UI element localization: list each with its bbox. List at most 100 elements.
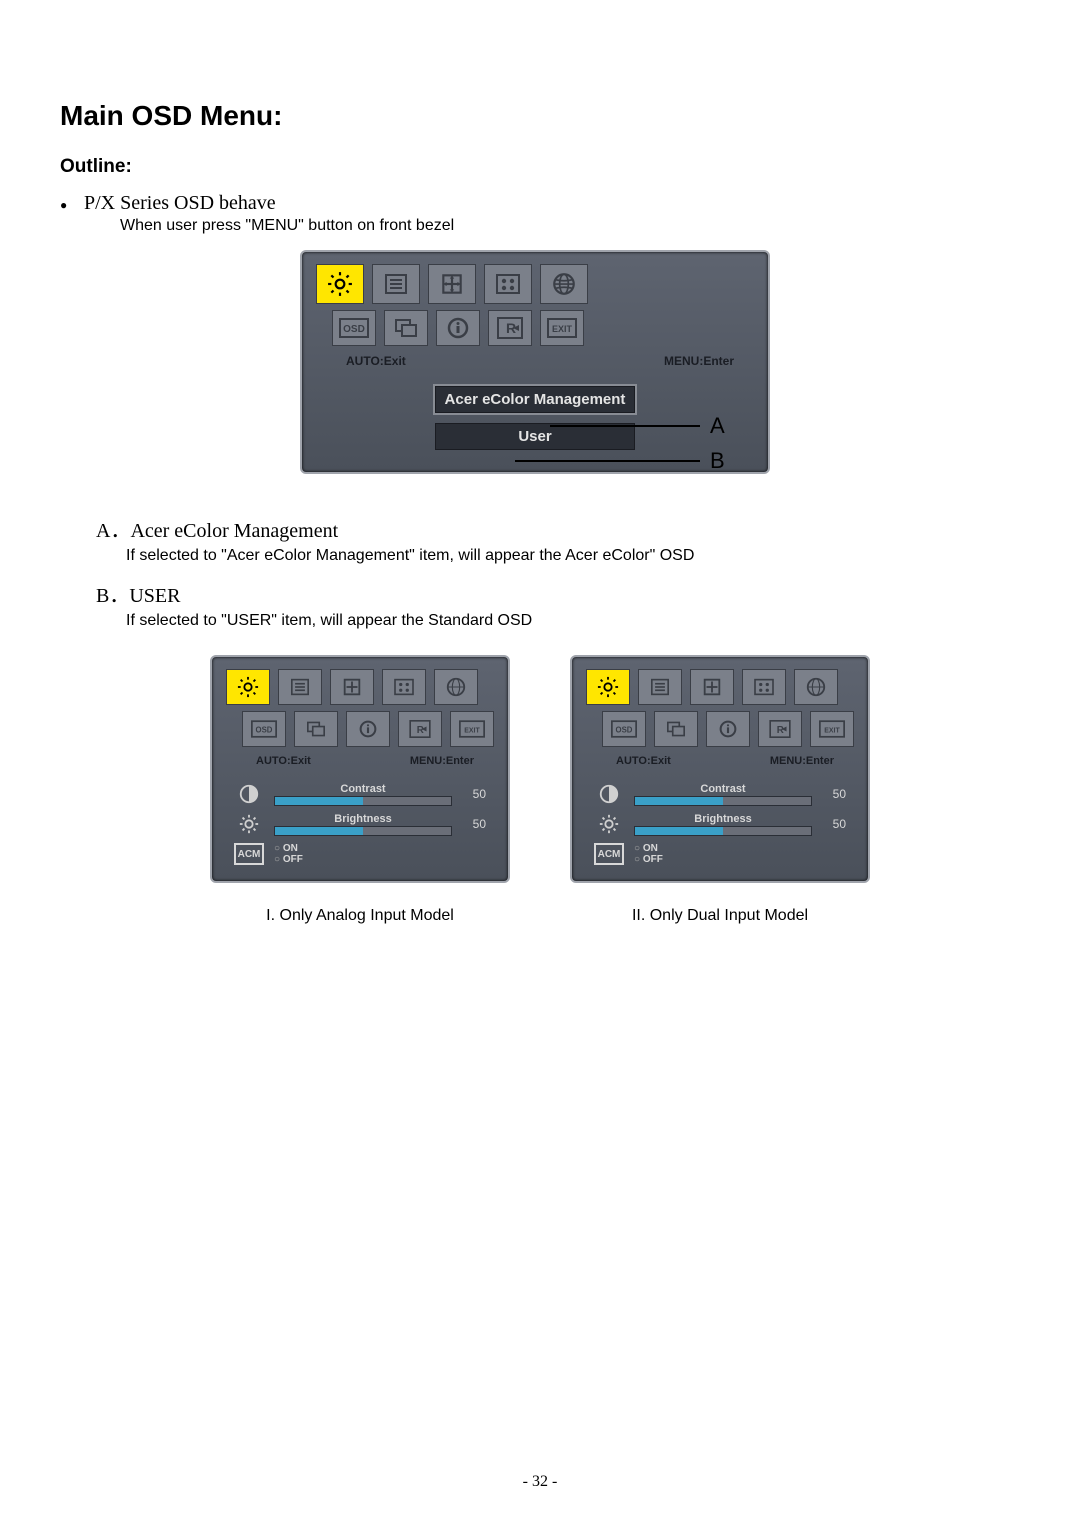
acm-on[interactable]: ON bbox=[634, 843, 663, 854]
svg-text:R: R bbox=[417, 725, 424, 736]
list-icon[interactable] bbox=[278, 669, 322, 705]
color-dots-icon[interactable] bbox=[742, 669, 786, 705]
exit-icon[interactable]: EXIT bbox=[540, 310, 584, 346]
list-icon[interactable] bbox=[638, 669, 682, 705]
svg-text:EXIT: EXIT bbox=[464, 727, 480, 734]
svg-text:EXIT: EXIT bbox=[552, 324, 573, 334]
brightness-label: Brightness bbox=[634, 813, 812, 825]
caption-analog: I. Only Analog Input Model bbox=[266, 907, 454, 925]
callout-a: A bbox=[710, 413, 725, 439]
overlap-icon[interactable] bbox=[384, 310, 428, 346]
contrast-row: Contrast 50 bbox=[226, 779, 494, 809]
position-icon[interactable] bbox=[428, 264, 476, 304]
osd-panel: OSD R EXIT AUTO:Exit MENU:Enter bbox=[300, 250, 770, 474]
callout-line-a bbox=[550, 425, 700, 427]
acm-off[interactable]: OFF bbox=[634, 854, 663, 865]
svg-text:OSD: OSD bbox=[616, 725, 633, 734]
contrast-icon bbox=[594, 781, 624, 807]
analog-osd-panel: OSD R EXIT AUTO:Exit MENU:Enter Contrast bbox=[210, 655, 510, 883]
contrast-label: Contrast bbox=[274, 783, 452, 795]
info-icon[interactable] bbox=[436, 310, 480, 346]
rplus-icon[interactable]: R bbox=[398, 711, 442, 747]
bullet-main: P/X Series OSD behave bbox=[84, 192, 276, 214]
dual-icon-row-2: OSD R EXIT bbox=[586, 711, 854, 747]
osd-text-icon[interactable]: OSD bbox=[332, 310, 376, 346]
analog-icon-row-2: OSD R EXIT bbox=[226, 711, 494, 747]
overlap-icon[interactable] bbox=[294, 711, 338, 747]
contrast-bar[interactable] bbox=[634, 796, 812, 806]
list-icon[interactable] bbox=[372, 264, 420, 304]
main-osd-figure: OSD R EXIT AUTO:Exit MENU:Enter bbox=[300, 250, 770, 474]
color-dots-icon[interactable] bbox=[484, 264, 532, 304]
acm-row: ACM ON OFF bbox=[226, 839, 494, 869]
analog-hints: AUTO:Exit MENU:Enter bbox=[226, 753, 494, 767]
osd-icon-row-2: OSD R EXIT bbox=[316, 310, 754, 346]
info-icon[interactable] bbox=[706, 711, 750, 747]
contrast-value: 50 bbox=[462, 787, 486, 801]
contrast-bar[interactable] bbox=[274, 796, 452, 806]
position-icon[interactable] bbox=[690, 669, 734, 705]
contrast-value: 50 bbox=[822, 787, 846, 801]
position-icon[interactable] bbox=[330, 669, 374, 705]
brightness-row: Brightness 50 bbox=[226, 809, 494, 839]
brightness-value: 50 bbox=[462, 817, 486, 831]
globe-icon[interactable] bbox=[540, 264, 588, 304]
osd-icon-row-1 bbox=[316, 264, 754, 304]
brightness-icon[interactable] bbox=[586, 669, 630, 705]
caption-dual: II. Only Dual Input Model bbox=[632, 907, 808, 925]
osd-text-icon[interactable]: OSD bbox=[242, 711, 286, 747]
svg-text:OSD: OSD bbox=[343, 324, 365, 335]
svg-text:OSD: OSD bbox=[256, 725, 273, 734]
osd-hints: AUTO:Exit MENU:Enter bbox=[316, 352, 754, 368]
menu-acer-ecolor[interactable]: Acer eColor Management bbox=[435, 386, 635, 413]
color-dots-icon[interactable] bbox=[382, 669, 426, 705]
brightness-icon[interactable] bbox=[316, 264, 364, 304]
callout-b: B bbox=[710, 448, 725, 474]
dual-hints: AUTO:Exit MENU:Enter bbox=[586, 753, 854, 767]
osd-text-icon[interactable]: OSD bbox=[602, 711, 646, 747]
bullet-sub: When user press "MENU" button on front b… bbox=[84, 217, 1020, 235]
info-icon[interactable] bbox=[346, 711, 390, 747]
brightness-row: Brightness 50 bbox=[586, 809, 854, 839]
brightness-bar[interactable] bbox=[634, 826, 812, 836]
hint-auto-exit: AUTO:Exit bbox=[616, 755, 671, 767]
section-a-desc: If selected to "Acer eColor Management" … bbox=[96, 547, 1020, 565]
page-title: Main OSD Menu: bbox=[60, 100, 1020, 132]
svg-text:EXIT: EXIT bbox=[824, 727, 840, 734]
acm-icon: ACM bbox=[234, 841, 264, 867]
svg-text:R: R bbox=[777, 725, 784, 736]
brightness-label: Brightness bbox=[274, 813, 452, 825]
outline-bullet: P/X Series OSD behave When user press "M… bbox=[84, 192, 1020, 235]
hint-menu-enter: MENU:Enter bbox=[410, 755, 474, 767]
brightness-bar[interactable] bbox=[274, 826, 452, 836]
contrast-row: Contrast 50 bbox=[586, 779, 854, 809]
callout-line-b bbox=[515, 460, 700, 462]
brightness-setting-icon bbox=[594, 811, 624, 837]
page-number: - 32 - bbox=[0, 1473, 1080, 1491]
brightness-value: 50 bbox=[822, 817, 846, 831]
hint-auto-exit: AUTO:Exit bbox=[346, 354, 406, 368]
acm-on[interactable]: ON bbox=[274, 843, 303, 854]
exit-icon[interactable]: EXIT bbox=[450, 711, 494, 747]
acm-off[interactable]: OFF bbox=[274, 854, 303, 865]
dual-osd-panel: OSD R EXIT AUTO:Exit MENU:Enter Contrast bbox=[570, 655, 870, 883]
menu-user[interactable]: User bbox=[435, 423, 635, 450]
acm-row: ACM ON OFF bbox=[586, 839, 854, 869]
outline-heading: Outline: bbox=[60, 156, 1020, 178]
section-b-desc: If selected to "USER" item, will appear … bbox=[96, 612, 1020, 630]
rplus-icon[interactable]: R bbox=[488, 310, 532, 346]
exit-icon[interactable]: EXIT bbox=[810, 711, 854, 747]
section-a-label: A．Acer eColor Management bbox=[96, 514, 1020, 543]
globe-icon[interactable] bbox=[434, 669, 478, 705]
brightness-icon[interactable] bbox=[226, 669, 270, 705]
acm-icon: ACM bbox=[594, 841, 624, 867]
hint-auto-exit: AUTO:Exit bbox=[256, 755, 311, 767]
hint-menu-enter: MENU:Enter bbox=[664, 354, 734, 368]
brightness-setting-icon bbox=[234, 811, 264, 837]
analog-icon-row-1 bbox=[226, 669, 494, 705]
section-b: B．USER If selected to "USER" item, will … bbox=[96, 579, 1020, 630]
globe-icon[interactable] bbox=[794, 669, 838, 705]
rplus-icon[interactable]: R bbox=[758, 711, 802, 747]
overlap-icon[interactable] bbox=[654, 711, 698, 747]
section-a: A．Acer eColor Management If selected to … bbox=[96, 514, 1020, 565]
